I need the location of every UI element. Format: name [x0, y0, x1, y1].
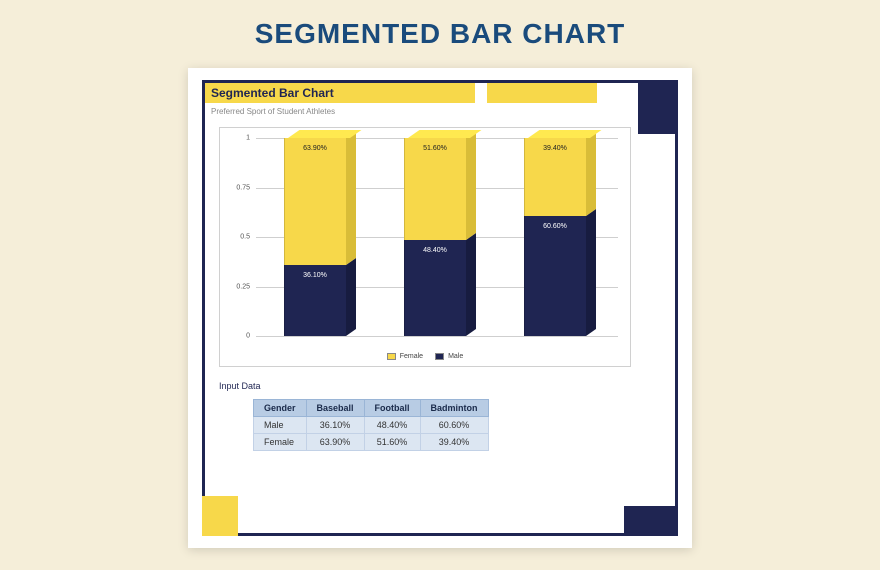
bar-side-male: [466, 233, 476, 336]
bar-group: 48.40% 51.60%: [404, 138, 474, 336]
bar-group: 60.60% 39.40%: [524, 138, 594, 336]
table-header-cell: Football: [364, 400, 420, 417]
table-cell: Male: [254, 417, 307, 434]
table-cell: 39.40%: [420, 434, 488, 451]
legend-label-male: Male: [448, 353, 463, 360]
bar-side-male: [586, 209, 596, 336]
chart-subtitle: Preferred Sport of Student Athletes: [211, 107, 335, 116]
decor-corner-top-right: [638, 80, 678, 134]
chart-ytick-label: 0: [246, 333, 250, 340]
chart-legend: Female Male: [220, 353, 630, 360]
table-header-cell: Baseball: [306, 400, 364, 417]
chart-card: Segmented Bar Chart Preferred Sport of S…: [188, 68, 692, 548]
input-data-table: GenderBaseballFootballBadmintonMale36.10…: [253, 399, 489, 451]
table-cell: Female: [254, 434, 307, 451]
card-frame: Segmented Bar Chart Preferred Sport of S…: [202, 80, 678, 536]
table-header-cell: Badminton: [420, 400, 488, 417]
bar-segment-male: [404, 240, 466, 336]
table-row: Female63.90%51.60%39.40%: [254, 434, 489, 451]
legend-item-female: Female: [387, 353, 423, 360]
chart-title-stripe: Segmented Bar Chart: [205, 83, 475, 103]
legend-swatch-female: [387, 353, 396, 360]
bar-label-male: 36.10%: [284, 272, 346, 279]
table-cell: 63.90%: [306, 434, 364, 451]
bar-side-female: [586, 131, 596, 216]
bar-side-female: [346, 131, 356, 265]
bar-label-female: 51.60%: [404, 145, 466, 152]
chart-ytick-label: 0.5: [240, 234, 250, 241]
chart-plot-box: 0 0.25 0.5 0.75 1 36.10% 63.90% 48.40% 51.60% 60.…: [219, 127, 631, 367]
table-cell: 36.10%: [306, 417, 364, 434]
table-header-cell: Gender: [254, 400, 307, 417]
bar-top-cap: [288, 130, 361, 138]
decor-corner-bottom-left: [202, 496, 238, 536]
legend-swatch-male: [435, 353, 444, 360]
chart-title: Segmented Bar Chart: [211, 86, 334, 100]
bar-side-female: [466, 131, 476, 240]
bar-segment-male: [524, 216, 586, 336]
bar-label-female: 63.90%: [284, 145, 346, 152]
legend-item-male: Male: [435, 353, 463, 360]
chart-ytick-label: 0.75: [236, 184, 250, 191]
input-data-heading: Input Data: [219, 381, 261, 391]
bar-label-female: 39.40%: [524, 145, 586, 152]
bar-label-male: 60.60%: [524, 223, 586, 230]
chart-plot-area: 00.250.50.75136.10%63.90%48.40%51.60%60.…: [256, 138, 618, 336]
bar-top-cap: [408, 130, 481, 138]
bar-segment-female: [284, 138, 346, 265]
chart-title-stripe-accent: [487, 83, 597, 103]
decor-corner-bottom-right: [624, 506, 678, 536]
table-cell: 48.40%: [364, 417, 420, 434]
legend-label-female: Female: [400, 353, 423, 360]
chart-ytick-label: 0.25: [236, 283, 250, 290]
bar-group: 36.10% 63.90%: [284, 138, 354, 336]
chart-ytick-label: 1: [246, 135, 250, 142]
bar-segment-female: [404, 138, 466, 240]
bar-label-male: 48.40%: [404, 247, 466, 254]
page-title: SEGMENTED BAR CHART: [0, 0, 880, 50]
chart-gridline: [256, 336, 618, 337]
table-cell: 60.60%: [420, 417, 488, 434]
table-row: Male36.10%48.40%60.60%: [254, 417, 489, 434]
bar-side-male: [346, 258, 356, 336]
table-cell: 51.60%: [364, 434, 420, 451]
bar-top-cap: [528, 130, 601, 138]
